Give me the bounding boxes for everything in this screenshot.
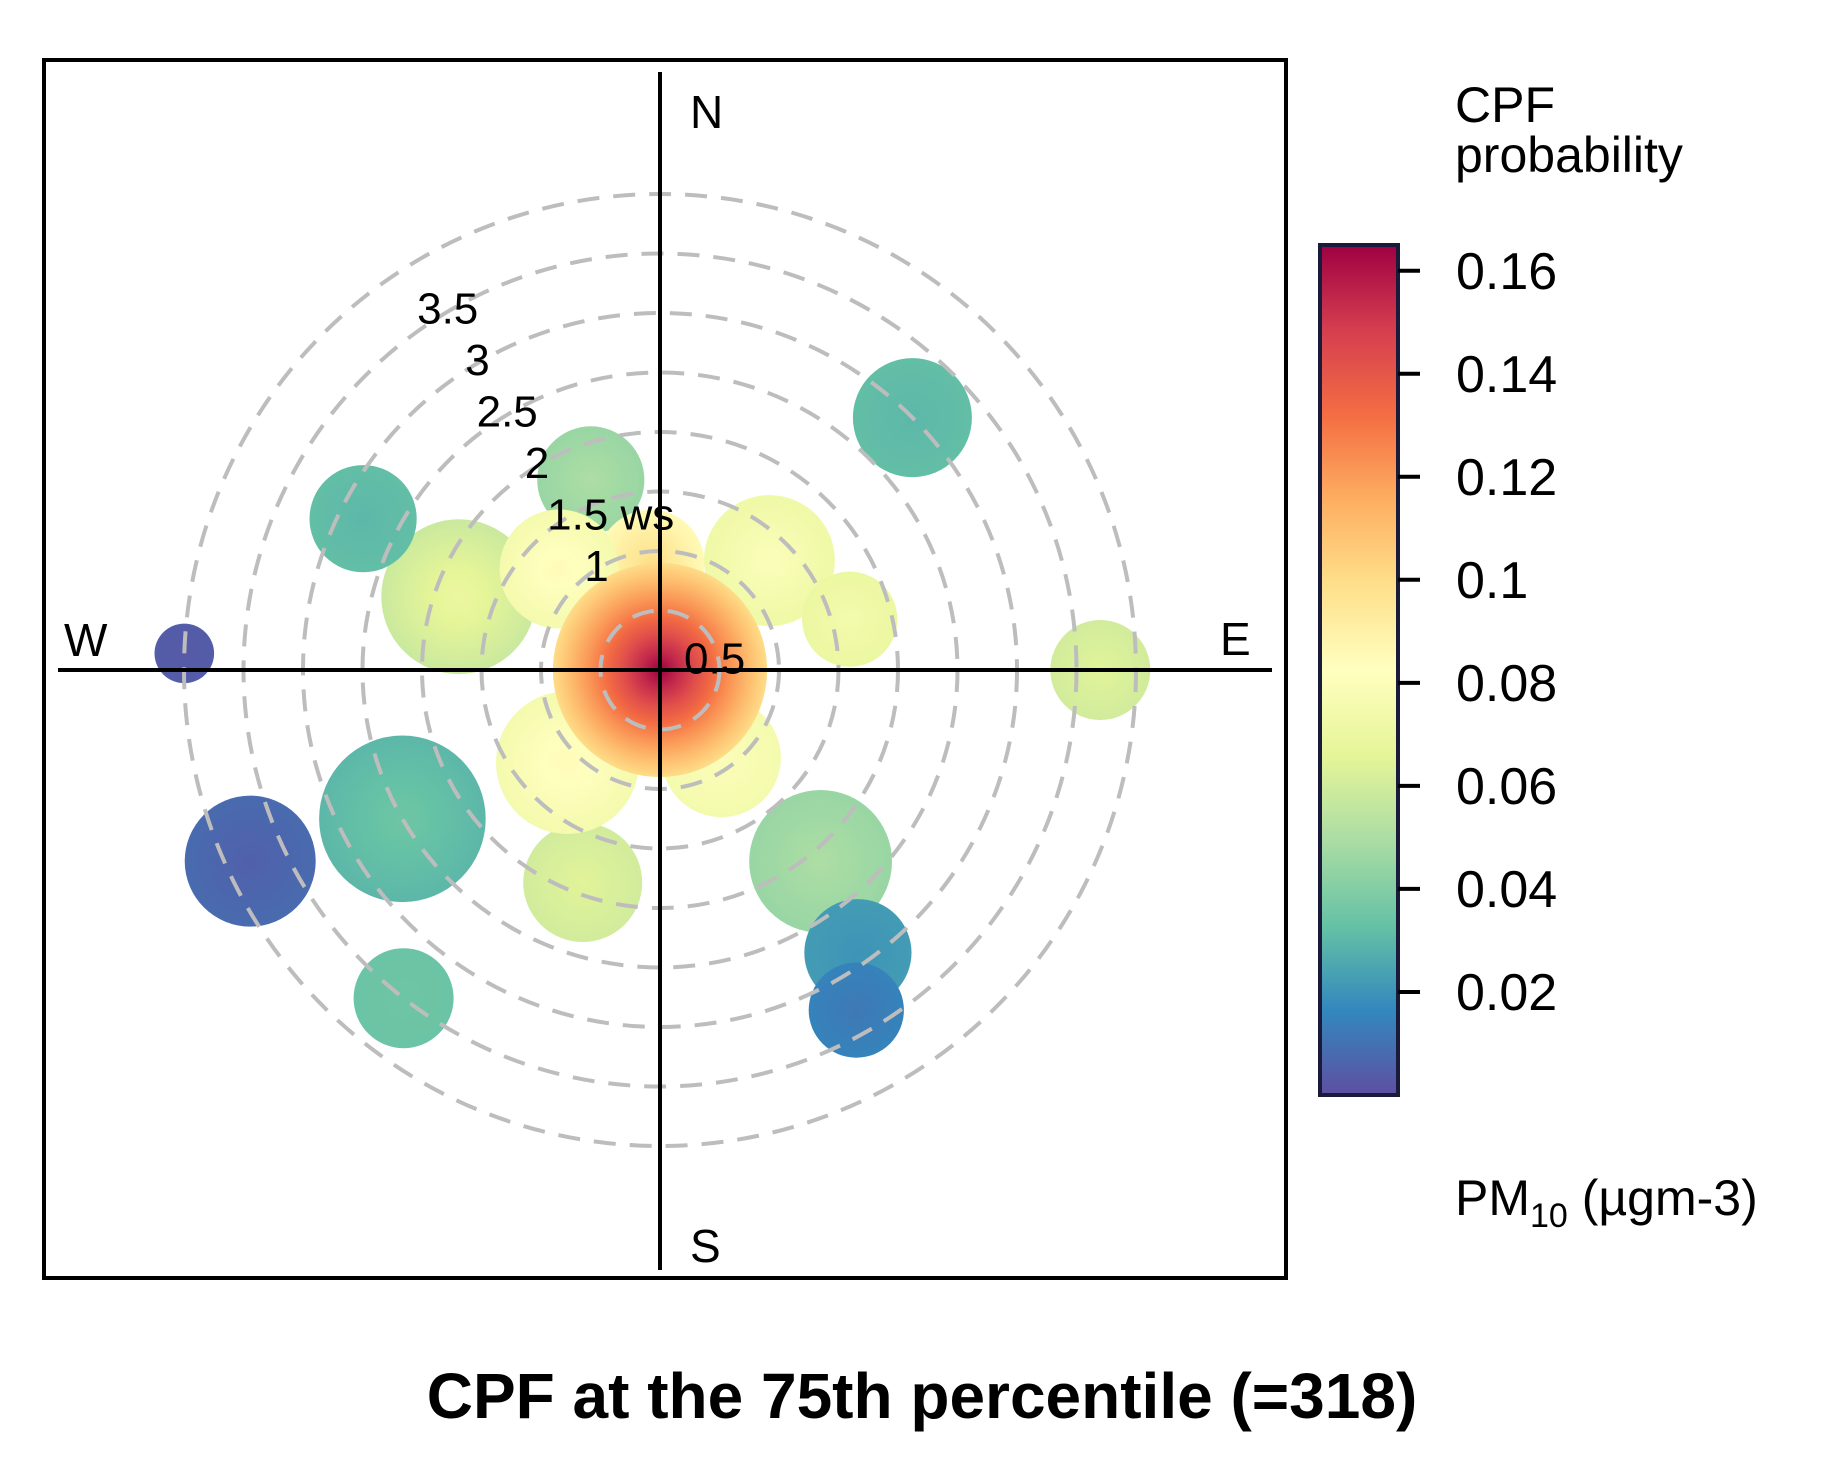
colorbar-tick-label: 0.02	[1456, 964, 1557, 1022]
colorbar-pollutant-label: PM10 (µgm-3)	[1455, 1170, 1758, 1235]
colorbar-ticks: 0.16 0.14 0.12 0.1 0.08 0.06 0.04 0.02	[1398, 243, 1557, 1022]
colorbar: CPF probability 0.160.140.120.10.080.060…	[1318, 77, 1758, 1235]
colorbar-tick-label: 0.08	[1456, 655, 1557, 713]
compass-north: N	[690, 86, 723, 138]
colorbar-ramp	[1318, 243, 1400, 1097]
pollutant-main: PM	[1455, 1170, 1530, 1226]
cpf-blob-wsw-far	[184, 795, 316, 927]
cpf-blob-wnw-mid	[381, 519, 537, 675]
compass-west: W	[64, 614, 108, 666]
cpf-blob-wnw-far	[309, 465, 417, 573]
compass-south: S	[690, 1220, 721, 1272]
ws-ring-label: 3	[465, 336, 489, 385]
cpf-blob-south-mid	[523, 823, 643, 942]
colorbar-tick-label: 0.04	[1456, 861, 1557, 919]
colorbar-tick-label: 0.16	[1456, 243, 1557, 301]
ws-ring-label: 2.5	[477, 387, 538, 436]
compass-east: E	[1220, 613, 1251, 665]
cpf-blob-sw-mid	[319, 735, 486, 903]
cpf-blob-se-farthest	[808, 962, 904, 1058]
cpf-blob-sw-far-lower	[353, 948, 454, 1049]
colorbar-tick-label: 0.06	[1456, 758, 1557, 816]
plot-panel-border	[42, 58, 1288, 1280]
cpf-blob-east-mid	[802, 571, 898, 667]
colorbar-tick-label: 0.12	[1456, 449, 1557, 507]
colorbar-tick-label: 0.1	[1456, 552, 1528, 610]
colorbar-title-line1: CPF	[1455, 77, 1555, 133]
cpf-blob-se-mid	[749, 790, 892, 933]
cpf-surface	[154, 358, 1151, 1058]
ws-ring-label: 1.5 ws	[547, 490, 674, 539]
pollutant-subscript: 10	[1530, 1197, 1568, 1235]
ws-ring-label: 3.5	[417, 284, 478, 333]
chart-title: CPF at the 75th percentile (=318)	[427, 1360, 1418, 1432]
ws-ring-label: 1	[584, 542, 608, 591]
ws-ring-label: 2	[525, 439, 549, 488]
colorbar-title-line2: probability	[1455, 127, 1683, 183]
ws-ring-label: 0.5	[684, 635, 745, 684]
colorbar-tick-label: 0.14	[1456, 346, 1557, 404]
pollutant-units: (µgm-3)	[1568, 1170, 1758, 1226]
cpf-blob-ne-mid	[703, 495, 835, 627]
